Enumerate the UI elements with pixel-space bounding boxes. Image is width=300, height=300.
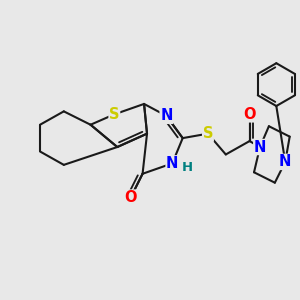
Text: H: H — [182, 161, 193, 174]
Text: O: O — [124, 190, 137, 205]
Text: S: S — [109, 107, 120, 122]
Text: N: N — [166, 156, 178, 171]
Text: N: N — [254, 140, 266, 154]
Text: O: O — [243, 107, 256, 122]
Text: S: S — [203, 126, 213, 141]
Text: N: N — [279, 154, 291, 169]
Text: N: N — [160, 108, 172, 123]
